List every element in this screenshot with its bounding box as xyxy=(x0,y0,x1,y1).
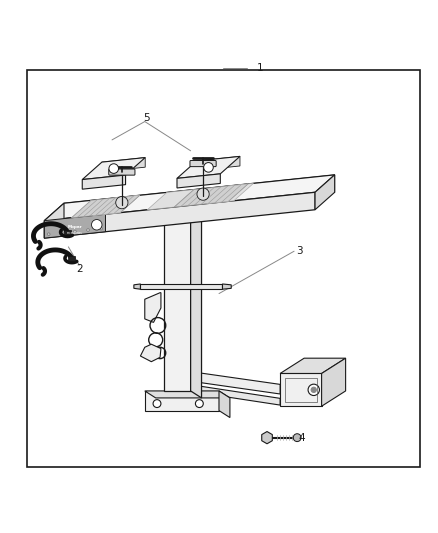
Text: 2: 2 xyxy=(76,264,83,273)
Circle shape xyxy=(153,400,161,408)
Polygon shape xyxy=(164,195,191,391)
Circle shape xyxy=(100,228,102,230)
Polygon shape xyxy=(174,184,248,207)
Circle shape xyxy=(74,230,76,233)
Text: 4: 4 xyxy=(299,433,305,442)
Polygon shape xyxy=(280,358,346,374)
Polygon shape xyxy=(134,284,141,289)
Polygon shape xyxy=(44,175,335,221)
Circle shape xyxy=(87,229,89,231)
Polygon shape xyxy=(177,156,240,179)
Polygon shape xyxy=(188,384,280,405)
Polygon shape xyxy=(188,372,280,394)
Polygon shape xyxy=(315,175,335,210)
Circle shape xyxy=(109,164,119,173)
Polygon shape xyxy=(207,183,254,204)
Circle shape xyxy=(293,434,301,441)
Polygon shape xyxy=(64,175,335,221)
Circle shape xyxy=(311,387,316,392)
Polygon shape xyxy=(141,284,223,289)
Polygon shape xyxy=(321,358,346,406)
Polygon shape xyxy=(197,156,240,171)
Text: 5: 5 xyxy=(144,113,150,123)
Polygon shape xyxy=(82,175,126,189)
Polygon shape xyxy=(145,391,230,398)
Circle shape xyxy=(116,197,128,209)
Circle shape xyxy=(92,220,102,230)
Polygon shape xyxy=(280,374,321,406)
Text: accessories: accessories xyxy=(67,231,83,235)
Circle shape xyxy=(60,231,63,234)
Text: Mopar: Mopar xyxy=(67,225,82,229)
Polygon shape xyxy=(44,203,64,238)
Polygon shape xyxy=(93,195,140,215)
FancyBboxPatch shape xyxy=(190,160,216,167)
Text: 3: 3 xyxy=(297,246,303,256)
Polygon shape xyxy=(164,195,201,201)
Polygon shape xyxy=(102,158,145,172)
FancyBboxPatch shape xyxy=(109,169,135,175)
Circle shape xyxy=(308,384,319,395)
Circle shape xyxy=(47,233,50,236)
Polygon shape xyxy=(44,214,106,238)
Polygon shape xyxy=(71,195,140,218)
Polygon shape xyxy=(147,190,194,210)
Polygon shape xyxy=(177,174,220,188)
Polygon shape xyxy=(262,432,272,444)
Bar xyxy=(68,256,75,261)
Polygon shape xyxy=(145,293,161,322)
Polygon shape xyxy=(223,284,231,289)
Polygon shape xyxy=(191,195,201,398)
Polygon shape xyxy=(44,192,315,238)
Text: 1: 1 xyxy=(257,63,264,73)
Circle shape xyxy=(204,163,213,172)
Circle shape xyxy=(197,188,209,200)
Polygon shape xyxy=(141,344,161,362)
Polygon shape xyxy=(145,391,219,410)
Circle shape xyxy=(195,400,203,408)
Polygon shape xyxy=(82,158,145,180)
Polygon shape xyxy=(219,391,230,417)
Bar xyxy=(64,230,71,235)
